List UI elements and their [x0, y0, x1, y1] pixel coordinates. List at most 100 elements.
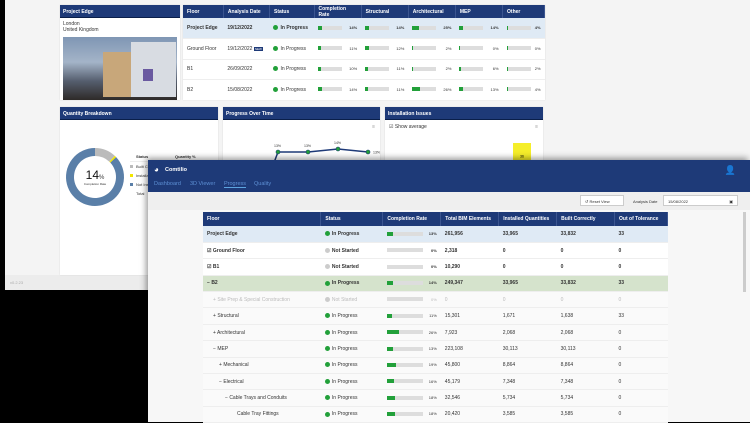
progress-bar — [386, 395, 423, 400]
column-header[interactable]: Built Correctly — [556, 212, 616, 226]
oot-cell: 33 — [614, 307, 668, 325]
completion-value: 14% Completion Rate — [75, 168, 115, 186]
rate-value: 2% — [445, 45, 452, 51]
table-row[interactable]: ☑ B1 Not Started 0% 10,290 0 0 0 — [203, 258, 668, 276]
progress-bar — [459, 87, 484, 92]
table-row[interactable]: Ground Floor 19/12/2022 NEW In Progress … — [183, 38, 545, 60]
table-row[interactable]: − Electrical In Progress 16% 45,179 7,34… — [203, 373, 668, 391]
rate-cell: 11% — [314, 38, 362, 60]
expand-icon[interactable]: + — [213, 313, 216, 320]
collapse-icon[interactable]: − — [213, 345, 216, 352]
status-dot-icon — [324, 329, 330, 335]
progress-bar — [386, 264, 423, 269]
rate-cell: 10% — [314, 59, 362, 80]
rate-cell: 0% — [382, 242, 441, 260]
rate-value: 14% — [349, 86, 358, 92]
table-row[interactable]: + Architectural In Progress 26% 7,923 2,… — [203, 324, 668, 342]
expand-icon[interactable]: + — [213, 329, 216, 336]
column-header[interactable]: Completion Rate — [314, 5, 362, 18]
show-average-checkbox[interactable]: ☑ Show average — [389, 124, 427, 130]
column-header[interactable]: Out of Tolerance — [614, 212, 668, 226]
table-row[interactable]: B2 15/08/2022 In Progress 14% 11% 26% 13% 4% — [183, 79, 545, 101]
status-dot-icon — [324, 280, 330, 286]
built-cell: 0 — [556, 242, 615, 260]
rate-value: 0% — [534, 45, 541, 51]
table-row[interactable]: Project Edge 19/12/2022 In Progress 14% 1… — [183, 18, 545, 39]
column-header[interactable]: Installed Quantities — [498, 212, 558, 226]
collapse-icon[interactable]: − — [219, 378, 222, 385]
reset-view-button[interactable]: ↺ Reset View — [580, 195, 624, 206]
built-cell: 8,864 — [556, 357, 615, 375]
rate-cell: 4% — [502, 79, 545, 101]
table-row[interactable]: − MEP In Progress 13% 223,108 30,113 30,… — [203, 340, 668, 358]
collapse-icon[interactable]: − — [207, 280, 210, 287]
built-cell: 3,585 — [556, 406, 615, 423]
collapse-icon[interactable]: − — [225, 395, 228, 402]
column-header[interactable]: Total BIM Elements — [440, 212, 500, 226]
status-dot-icon — [324, 231, 330, 237]
legend-header-pct: % — [192, 154, 196, 159]
floor-name: B2 — [211, 280, 218, 287]
rate-value: 11% — [349, 45, 358, 51]
table-row[interactable]: + Site Prep & Special Construction Not S… — [203, 291, 668, 309]
floor-name: Electrical — [223, 378, 244, 385]
expand-icon[interactable]: + — [213, 296, 216, 303]
chart-menu-icon[interactable]: ≡ — [535, 124, 538, 130]
column-header[interactable]: Structural — [361, 5, 409, 18]
column-header[interactable]: Floor — [183, 5, 224, 18]
expand-icon[interactable]: + — [219, 362, 222, 369]
donut-slice — [109, 155, 117, 163]
scrollbar[interactable] — [743, 212, 746, 292]
table-row[interactable]: Project Edge In Progress 13% 261,956 33,… — [203, 226, 668, 243]
rate-cell: 0% — [455, 38, 503, 60]
status-cell: In Progress — [269, 38, 315, 60]
toolbar: ↺ Reset View Analysis Date 15/08/2022 ▣ — [148, 192, 750, 210]
column-header[interactable]: Status — [269, 5, 315, 18]
table-row[interactable]: − B2 In Progress 14% 249,347 33,965 33,8… — [203, 275, 668, 293]
chart-menu-icon[interactable]: ≡ — [372, 124, 375, 130]
rate-value: 2% — [534, 66, 541, 72]
tab-dashboard[interactable]: Dashboard — [154, 181, 181, 187]
table-row[interactable]: Cable Tray Fittings In Progress 18% 20,4… — [203, 406, 668, 423]
progress-bar — [386, 330, 423, 335]
table-row[interactable]: − Cable Trays and Conduits In Progress 1… — [203, 389, 668, 407]
new-badge: NEW — [253, 46, 263, 51]
status-text: In Progress — [280, 45, 307, 52]
progress-bar — [506, 66, 531, 71]
floor-cell: + Architectural — [203, 324, 321, 342]
column-header[interactable]: Analysis Date — [223, 5, 270, 18]
table-row[interactable]: ☑ Ground Floor Not Started 0% 2,318 0 0 … — [203, 242, 668, 260]
tab-quality[interactable]: Quality — [254, 181, 272, 187]
user-icon[interactable]: 👤 — [724, 165, 736, 175]
version-label: v0.2.23 — [5, 275, 155, 290]
progress-bar — [459, 46, 484, 51]
total-cell: 32,546 — [440, 389, 499, 407]
table-row[interactable]: + Mechanical In Progress 19% 45,800 8,86… — [203, 357, 668, 375]
completion-unit: % — [99, 175, 105, 181]
column-header[interactable]: Status — [320, 212, 384, 226]
table-row[interactable]: + Structural In Progress 11% 15,301 1,67… — [203, 307, 668, 325]
progress-title: Progress Over Time — [223, 107, 380, 120]
column-header[interactable]: MEP — [455, 5, 504, 18]
rate-value: 18% — [428, 411, 437, 417]
column-header[interactable]: Other — [502, 5, 545, 18]
status-cell: In Progress — [320, 226, 383, 243]
tab-3d-viewer[interactable]: 3D Viewer — [190, 181, 216, 187]
tab-progress[interactable]: Progress — [224, 181, 247, 188]
rate-cell: 6% — [455, 59, 503, 80]
checkbox-icon[interactable]: ☑ — [207, 263, 212, 270]
column-header[interactable]: Architectural — [408, 5, 456, 18]
table-row[interactable]: B1 26/09/2022 In Progress 10% 11% 2% 6% 2% — [183, 59, 545, 80]
checkbox-icon[interactable]: ☑ — [207, 247, 212, 254]
column-header[interactable]: Floor — [203, 212, 322, 226]
column-header[interactable]: Completion Rate — [382, 212, 442, 226]
legend-label: Built Corre — [136, 164, 155, 169]
floor-cell: − MEP — [203, 340, 321, 358]
floor-cell: + Site Prep & Special Construction — [203, 291, 321, 309]
project-title: Project Edge — [60, 5, 180, 18]
rate-cell: 0% — [382, 291, 441, 309]
status-cell: In Progress — [320, 324, 383, 342]
analysis-date-input[interactable]: 15/08/2022 ▣ — [663, 195, 738, 206]
progress-bar — [318, 25, 343, 30]
date-value: 19/12/2022 — [227, 25, 253, 31]
